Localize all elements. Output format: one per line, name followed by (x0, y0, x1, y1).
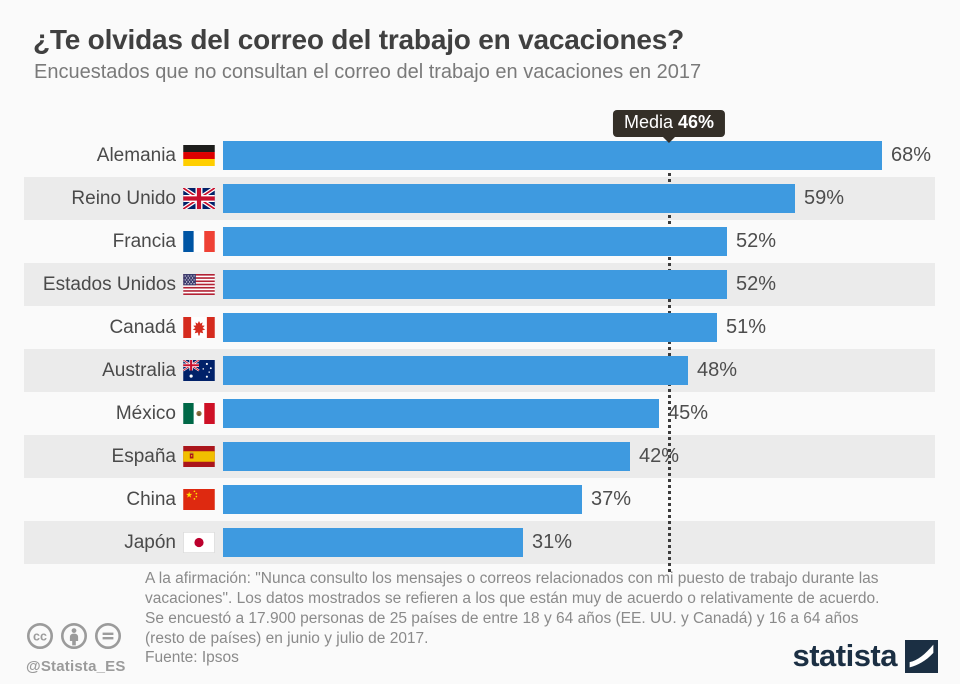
bar (223, 270, 727, 299)
statista-logo-text: statista (792, 638, 897, 673)
value-label: 42% (639, 445, 680, 467)
footnote-line: (resto de países) en junio y julio de 20… (145, 630, 429, 647)
median-value: 46% (678, 112, 715, 132)
bar (223, 399, 659, 428)
bar-track: 37% (223, 478, 935, 521)
chart-row: Japón 31% (24, 521, 935, 564)
country-label: Japón (124, 531, 176, 553)
bar (223, 141, 882, 170)
bar-track: 45% (223, 392, 935, 435)
country-label: Reino Unido (71, 187, 176, 209)
chart-row: Reino Unido 59% (24, 177, 935, 220)
value-label: 52% (736, 273, 777, 295)
flag-icon-canada (183, 317, 215, 338)
footnote: A la afirmación: "Nunca consulto los men… (145, 569, 879, 649)
bar (223, 528, 523, 557)
bar-chart: Media 46% Alemania 68% Reino Unido 59% F… (0, 110, 960, 572)
bar (223, 184, 795, 213)
country-label: China (126, 488, 176, 510)
flag-icon-france (183, 231, 215, 252)
median-line (668, 138, 671, 572)
bar (223, 442, 630, 471)
chart-row: Canadá 51% (24, 306, 935, 349)
bar-track: 48% (223, 349, 935, 392)
source-label: Fuente: Ipsos (145, 649, 239, 666)
flag-icon-germany (183, 145, 215, 166)
bar-track: 52% (223, 220, 935, 263)
bar-track: 31% (223, 521, 935, 564)
median-tooltip: Media 46% (612, 110, 726, 143)
flag-icon-uk (183, 188, 215, 209)
page-subtitle: Encuestados que no consultan el correo d… (34, 61, 702, 83)
svg-text:cc: cc (33, 630, 47, 644)
country-label: Canadá (109, 316, 176, 338)
median-label: Media (623, 112, 673, 132)
chart-row: España 42% (24, 435, 935, 478)
value-label: 52% (736, 230, 777, 252)
bar (223, 485, 582, 514)
value-label: 48% (697, 359, 738, 381)
statista-logo-icon (905, 639, 938, 673)
chart-row: México 45% (24, 392, 935, 435)
statista-logo: statista (792, 638, 938, 674)
cc-icons: cc (26, 622, 126, 655)
page-title: ¿Te olvidas del correo del trabajo en va… (33, 24, 685, 55)
chart-rows: Alemania 68% Reino Unido 59% Francia 52% (0, 134, 960, 564)
chart-row: China 37% (24, 478, 935, 521)
country-label: Alemania (96, 144, 176, 166)
value-label: 68% (891, 144, 932, 166)
license-block: cc @Statista_ES (26, 622, 126, 675)
bar-track: 59% (223, 177, 935, 220)
flag-icon-china (183, 489, 215, 510)
value-label: 51% (726, 316, 767, 338)
cc-license-icon: cc (26, 622, 54, 655)
value-label: 31% (532, 531, 573, 553)
twitter-handle: @Statista_ES (26, 658, 126, 675)
bar (223, 356, 688, 385)
country-label: Estados Unidos (42, 273, 176, 295)
country-label: España (111, 445, 176, 467)
value-label: 37% (591, 488, 632, 510)
footnote-line: A la afirmación: "Nunca consulto los men… (145, 570, 879, 587)
flag-icon-japan (183, 532, 215, 553)
bar (223, 313, 717, 342)
footnote-line: vacaciones". Los datos mostrados se refi… (145, 590, 880, 607)
value-label: 59% (804, 187, 845, 209)
bar (223, 227, 727, 256)
chart-row: Alemania 68% (24, 134, 935, 177)
flag-icon-australia (183, 360, 215, 381)
cc-attribution-icon (60, 622, 88, 655)
country-label: Francia (112, 230, 176, 252)
chart-row: Australia 48% (24, 349, 935, 392)
flag-icon-mexico (183, 403, 215, 424)
flag-icon-usa (183, 274, 215, 295)
bar-track: 51% (223, 306, 935, 349)
country-label: México (115, 402, 176, 424)
cc-no-derivatives-icon (94, 622, 122, 655)
bar-track: 68% (223, 134, 935, 177)
chart-row: Francia 52% (24, 220, 935, 263)
flag-icon-spain (183, 446, 215, 467)
footnote-line: Se encuestó a 17.900 personas de 25 país… (145, 610, 859, 627)
bar-track: 52% (223, 263, 935, 306)
country-label: Australia (102, 359, 176, 381)
chart-row: Estados Unidos 52% (24, 263, 935, 306)
bar-track: 42% (223, 435, 935, 478)
value-label: 45% (668, 402, 709, 424)
